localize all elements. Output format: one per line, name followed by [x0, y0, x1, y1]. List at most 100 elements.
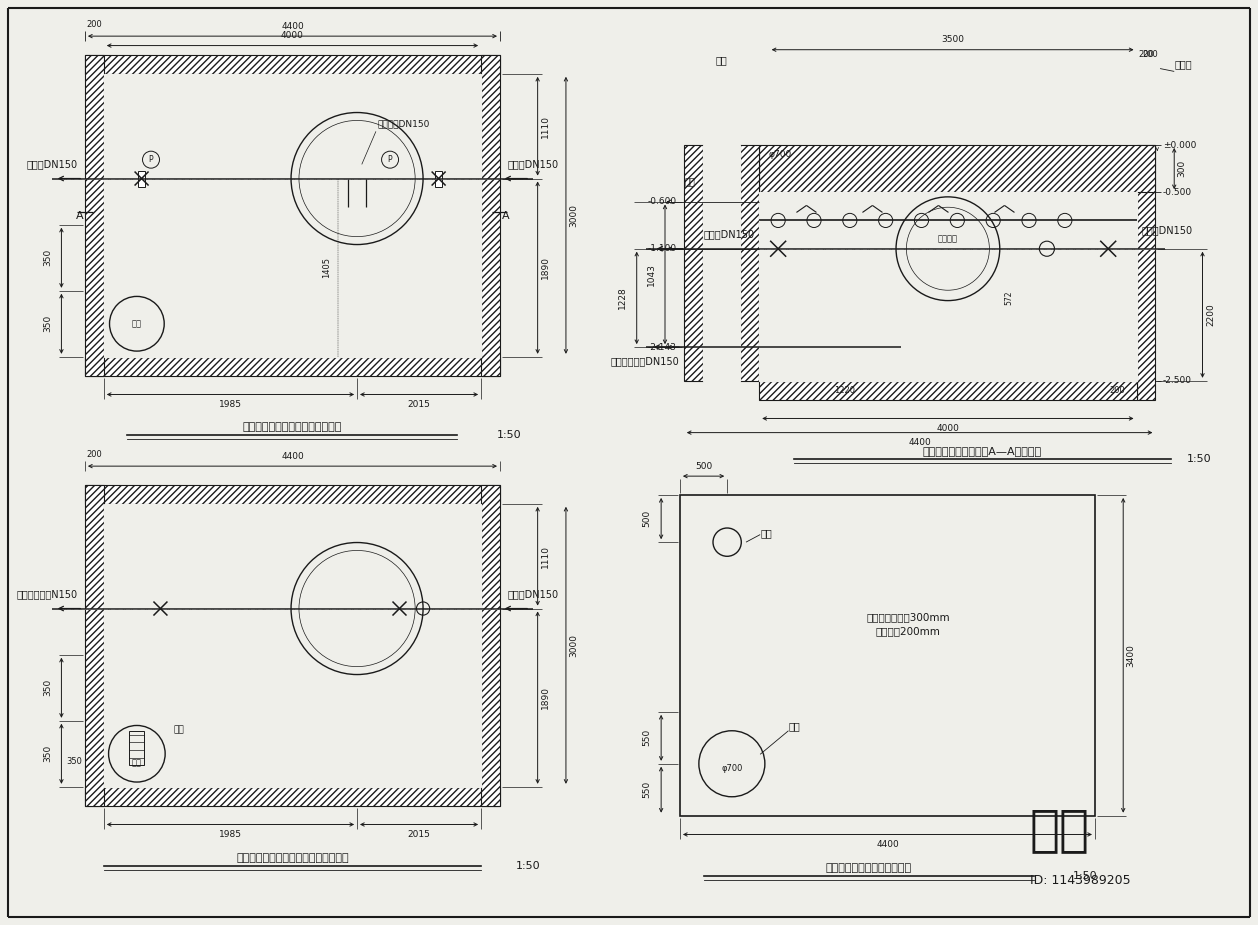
Bar	[104, 74, 481, 357]
Text: 200: 200	[1142, 50, 1159, 59]
Text: A: A	[502, 211, 509, 221]
Text: 1890: 1890	[541, 686, 550, 709]
Text: 反冲洗管DN150: 反冲洗管DN150	[377, 119, 430, 129]
Text: 200: 200	[1138, 50, 1154, 59]
Text: 300: 300	[1177, 160, 1186, 178]
Text: φ700: φ700	[721, 764, 742, 773]
Text: 4400: 4400	[281, 451, 304, 461]
Text: -2.500: -2.500	[1162, 376, 1191, 385]
Bar	[481, 55, 499, 376]
Text: P: P	[148, 155, 153, 164]
Text: 550: 550	[643, 729, 652, 746]
Text: 地下水处理间反冲洗出水管平面布置图: 地下水处理间反冲洗出水管平面布置图	[237, 854, 348, 863]
Text: 500: 500	[643, 510, 652, 527]
Bar	[86, 485, 499, 504]
Text: 地下水处理间表层盖板平面图: 地下水处理间表层盖板平面图	[825, 863, 912, 873]
Text: 4000: 4000	[936, 424, 960, 433]
Text: -1.100: -1.100	[647, 244, 677, 253]
Bar	[86, 55, 499, 74]
Text: 1220: 1220	[834, 386, 854, 395]
Bar	[760, 192, 1136, 381]
Text: 3400: 3400	[1127, 644, 1136, 667]
Text: 350: 350	[43, 249, 52, 266]
Bar	[86, 787, 499, 806]
Text: 1110: 1110	[541, 115, 550, 138]
Text: 盖板上覆土高为300mm: 盖板上覆土高为300mm	[867, 611, 950, 622]
Text: 3000: 3000	[570, 634, 579, 657]
Text: P: P	[387, 155, 392, 164]
Text: 四孔板: 四孔板	[1174, 59, 1191, 68]
Text: 200: 200	[87, 20, 102, 30]
Text: 4400: 4400	[281, 21, 304, 31]
Bar	[481, 485, 499, 806]
Text: -0.500: -0.500	[1162, 188, 1193, 197]
Text: 4400: 4400	[908, 438, 931, 447]
Text: 地下水处理间反冲洗管平面布置图: 地下水处理间反冲洗管平面布置图	[243, 423, 342, 433]
Text: 200: 200	[87, 450, 102, 460]
Text: ±0.000: ±0.000	[1162, 141, 1196, 150]
Bar	[760, 145, 1155, 192]
Text: 反冲洗排污管N150: 反冲洗排污管N150	[16, 589, 78, 599]
Text: 进水管DN150: 进水管DN150	[507, 589, 559, 599]
Text: 1985: 1985	[219, 830, 242, 839]
Bar	[741, 145, 760, 381]
Text: A: A	[75, 211, 83, 221]
Text: 进水管DN150: 进水管DN150	[507, 159, 559, 169]
Text: 2015: 2015	[408, 400, 430, 409]
Bar	[684, 145, 703, 381]
Text: 1110: 1110	[541, 545, 550, 568]
Text: 4400: 4400	[876, 840, 898, 849]
Text: 1985: 1985	[219, 400, 242, 409]
Text: 2200: 2200	[1206, 303, 1215, 327]
Text: -2.143: -2.143	[648, 342, 677, 352]
Text: 200: 200	[1110, 386, 1126, 395]
Text: ID: 1143989205: ID: 1143989205	[1030, 873, 1130, 886]
Text: 地下水处理间反冲洗管A—A剪立面图: 地下水处理间反冲洗管A—A剪立面图	[923, 447, 1042, 456]
Text: 350: 350	[67, 757, 82, 766]
Bar	[1136, 145, 1155, 400]
Text: -0.600: -0.600	[647, 197, 677, 206]
Text: 反冲洗管: 反冲洗管	[938, 235, 957, 244]
Text: 人孔: 人孔	[789, 721, 800, 731]
Text: 人孔: 人孔	[132, 758, 142, 768]
Text: 人孔: 人孔	[716, 55, 727, 65]
Text: 1405: 1405	[322, 257, 331, 278]
Text: 进水管DN150: 进水管DN150	[1141, 225, 1193, 235]
Text: 500: 500	[694, 462, 712, 471]
Bar	[681, 495, 1094, 816]
Text: 3000: 3000	[570, 204, 579, 227]
Text: 气孔: 气孔	[760, 528, 772, 537]
Bar	[130, 731, 145, 765]
Text: 出水管DN150: 出水管DN150	[26, 159, 78, 169]
Text: 出水管DN150: 出水管DN150	[703, 229, 755, 240]
Text: 1228: 1228	[618, 287, 628, 309]
Text: 1:50: 1:50	[497, 430, 522, 440]
Text: 350: 350	[43, 746, 52, 762]
Bar	[86, 485, 104, 806]
Text: 知末: 知末	[1030, 806, 1089, 854]
Text: 4000: 4000	[281, 31, 304, 40]
Text: 350: 350	[43, 315, 52, 332]
Bar	[435, 170, 442, 187]
Bar	[104, 504, 481, 787]
Text: 550: 550	[643, 781, 652, 798]
Text: 盖板厚为200mm: 盖板厚为200mm	[876, 626, 941, 635]
Text: 人梯: 人梯	[174, 726, 185, 734]
Text: 2015: 2015	[408, 830, 430, 839]
Text: 1:50: 1:50	[1188, 454, 1211, 464]
Text: 1043: 1043	[647, 263, 655, 286]
Text: 350: 350	[43, 679, 52, 697]
Bar	[86, 357, 499, 376]
Bar	[703, 145, 741, 381]
Text: 572: 572	[1005, 290, 1014, 305]
Bar	[138, 170, 145, 187]
Text: 人孔: 人孔	[132, 319, 142, 328]
Bar	[86, 55, 104, 376]
Bar	[760, 381, 1136, 400]
Text: 3500: 3500	[941, 35, 964, 44]
Text: 反冲洗排污管DN150: 反冲洗排污管DN150	[610, 356, 679, 366]
Text: 1:50: 1:50	[1073, 871, 1098, 882]
Text: 1890: 1890	[541, 256, 550, 279]
Text: φ700: φ700	[769, 150, 793, 159]
Text: 人梯: 人梯	[684, 179, 694, 187]
